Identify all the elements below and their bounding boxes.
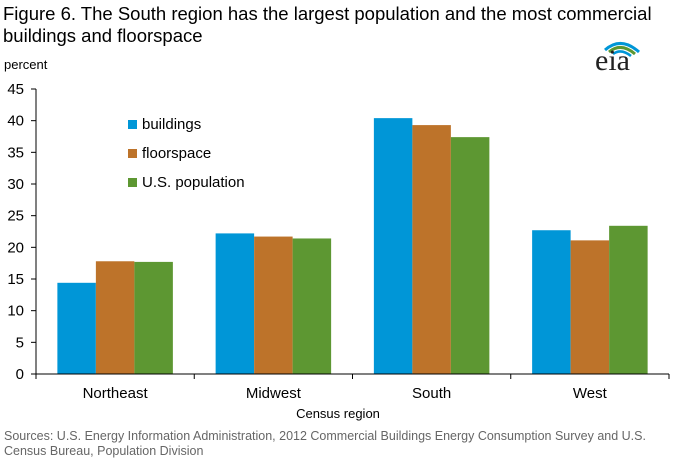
eia-logo-arcs-icon bbox=[604, 42, 640, 57]
bar-u-s-population-south bbox=[450, 137, 490, 374]
x-axis-label: Census region bbox=[296, 406, 380, 421]
y-tick-label: 0 bbox=[16, 366, 24, 383]
legend-swatch bbox=[128, 149, 137, 158]
category-label: Northeast bbox=[83, 385, 149, 402]
bar-chart: 0 5 10 15 20 25 30 35 40 45 Northeast Midwest South… bbox=[7, 81, 670, 421]
bar-u-s-population-midwest bbox=[292, 238, 332, 374]
category-label: Midwest bbox=[246, 385, 302, 402]
y-tick-label: 35 bbox=[7, 144, 24, 161]
y-tick-label: 40 bbox=[7, 113, 24, 130]
bar-floorspace-northeast bbox=[95, 261, 135, 374]
y-tick-label: 25 bbox=[7, 208, 24, 225]
bars bbox=[57, 118, 648, 374]
y-tick-label: 15 bbox=[7, 271, 24, 288]
legend-swatch bbox=[128, 178, 137, 187]
category-labels: Northeast Midwest South West bbox=[83, 385, 608, 402]
bar-u-s-population-northeast bbox=[134, 261, 173, 374]
bar-floorspace-midwest bbox=[254, 236, 293, 374]
legend-label: floorspace bbox=[142, 145, 211, 162]
source-note: Sources: U.S. Energy Information Adminis… bbox=[4, 429, 646, 458]
category-label: West bbox=[573, 385, 608, 402]
y-tick-label: 20 bbox=[7, 239, 24, 256]
bar-buildings-west bbox=[532, 230, 571, 374]
chart-title: Figure 6. The South region has the large… bbox=[3, 3, 652, 46]
y-axis-ticks: 0 5 10 15 20 25 30 35 40 45 bbox=[7, 81, 36, 383]
bar-buildings-south bbox=[373, 118, 413, 374]
category-label: South bbox=[412, 385, 451, 402]
legend-label: buildings bbox=[142, 116, 201, 133]
eia-logo-text: eia bbox=[595, 44, 630, 77]
eia-logo: eia bbox=[591, 40, 647, 84]
y-tick-label: 30 bbox=[7, 176, 24, 193]
axes bbox=[35, 89, 670, 379]
bar-floorspace-west bbox=[570, 240, 610, 374]
legend-swatch bbox=[128, 120, 137, 129]
y-tick-label: 5 bbox=[16, 334, 24, 351]
legend: buildings floorspace U.S. population bbox=[128, 116, 245, 191]
bar-buildings-midwest bbox=[215, 233, 255, 374]
legend-label: U.S. population bbox=[142, 174, 245, 191]
y-tick-label: 45 bbox=[7, 81, 24, 98]
y-axis-label: percent bbox=[4, 57, 48, 72]
bar-u-s-population-west bbox=[609, 225, 648, 374]
y-tick-label: 10 bbox=[7, 303, 24, 320]
bar-floorspace-south bbox=[412, 125, 451, 374]
bar-buildings-northeast bbox=[57, 282, 96, 374]
